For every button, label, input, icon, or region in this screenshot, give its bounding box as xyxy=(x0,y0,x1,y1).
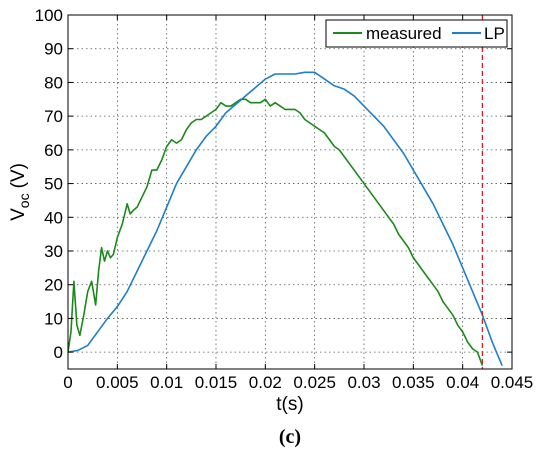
x-tick-label: 0.03 xyxy=(347,373,380,392)
series-layer xyxy=(68,15,503,369)
y-axis-label-unit: (V) xyxy=(8,163,29,188)
y-tick-label: 20 xyxy=(44,276,63,295)
y-axis-label-main: V xyxy=(8,208,29,221)
x-tick-label: 0 xyxy=(63,373,72,392)
x-tick-label: 0.02 xyxy=(249,373,282,392)
plot-frame xyxy=(67,14,513,370)
y-tick-label: 80 xyxy=(44,73,63,92)
x-tick-label: 0.04 xyxy=(446,373,479,392)
axis-ticks: 0 0.005 0.01 0.015 0.02 0.025 0.03 0.035 0.04 0.0… xyxy=(35,6,534,392)
y-tick-label: 90 xyxy=(44,40,63,59)
legend-label-lp: LP xyxy=(484,24,505,43)
figure-caption: (c) xyxy=(279,426,301,448)
grid xyxy=(67,14,513,369)
y-axis-label-sub: oc xyxy=(16,193,32,208)
series-line-lp xyxy=(68,71,503,366)
x-tick-label: 0.005 xyxy=(96,373,139,392)
x-tick-label: 0.015 xyxy=(195,373,238,392)
legend: measured LP xyxy=(325,19,508,48)
y-tick-label: 30 xyxy=(44,242,63,261)
legend-label-measured: measured xyxy=(366,24,442,43)
y-tick-label: 0 xyxy=(54,343,63,362)
y-tick-label: 70 xyxy=(44,107,63,126)
y-tick-label: 100 xyxy=(35,6,63,25)
x-axis-label: t(s) xyxy=(276,394,303,415)
x-tick-label: 0.045 xyxy=(491,373,534,392)
y-tick-label: 60 xyxy=(44,141,63,160)
x-tick-label: 0.025 xyxy=(293,373,336,392)
x-tick-label: 0.01 xyxy=(150,373,183,392)
y-tick-label: 10 xyxy=(44,309,63,328)
x-tick-label: 0.035 xyxy=(392,373,435,392)
y-axis-label: Voc (V) xyxy=(8,163,32,221)
y-tick-label: 50 xyxy=(44,175,63,194)
series-line-measured xyxy=(68,98,484,366)
y-tick-label: 40 xyxy=(44,208,63,227)
